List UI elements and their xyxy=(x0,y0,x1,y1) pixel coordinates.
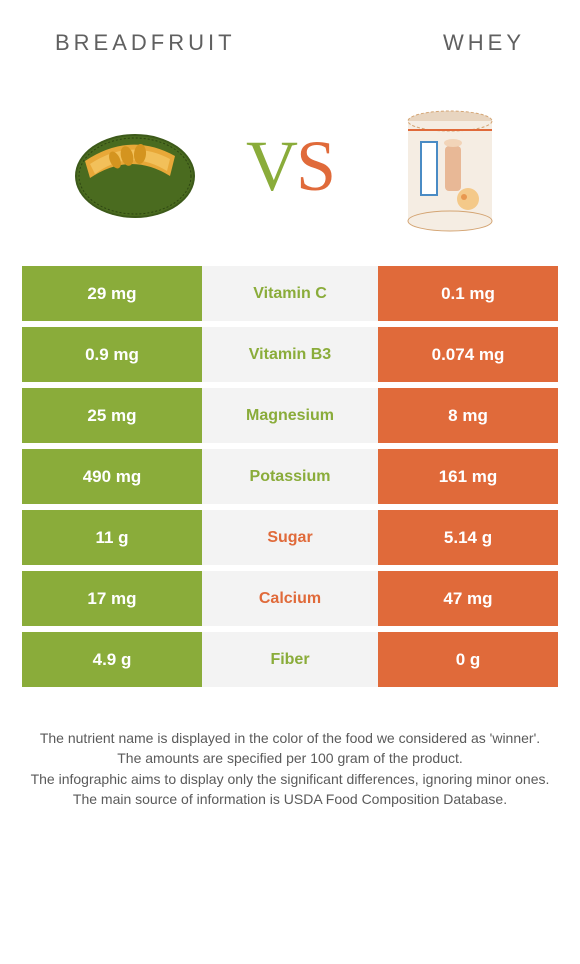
nutrient-row: 0.9 mgVitamin B30.074 mg xyxy=(22,327,558,382)
left-value: 29 mg xyxy=(22,266,202,321)
left-value: 17 mg xyxy=(22,571,202,626)
nutrient-label: Sugar xyxy=(202,510,378,565)
nutrient-label: Vitamin C xyxy=(202,266,378,321)
vs-v: V xyxy=(246,126,296,206)
left-value: 0.9 mg xyxy=(22,327,202,382)
right-value: 0.1 mg xyxy=(378,266,558,321)
right-value: 8 mg xyxy=(378,388,558,443)
footer-line-3: The infographic aims to display only the… xyxy=(30,769,550,789)
right-value: 161 mg xyxy=(378,449,558,504)
nutrient-label: Fiber xyxy=(202,632,378,687)
footer-line-4: The main source of information is USDA F… xyxy=(30,789,550,809)
nutrient-label: Magnesium xyxy=(202,388,378,443)
breadfruit-image xyxy=(55,96,205,236)
nutrient-row: 490 mgPotassium161 mg xyxy=(22,449,558,504)
vs-label: VS xyxy=(246,125,334,208)
right-value: 0 g xyxy=(378,632,558,687)
left-value: 4.9 g xyxy=(22,632,202,687)
comparison-table: 29 mgVitamin C0.1 mg 0.9 mgVitamin B30.07… xyxy=(0,266,580,687)
left-value: 490 mg xyxy=(22,449,202,504)
nutrient-row: 11 gSugar5.14 g xyxy=(22,510,558,565)
whey-image xyxy=(375,96,525,236)
right-value: 0.074 mg xyxy=(378,327,558,382)
footer-line-2: The amounts are specified per 100 gram o… xyxy=(30,748,550,768)
footer-line-1: The nutrient name is displayed in the co… xyxy=(30,728,550,748)
left-value: 11 g xyxy=(22,510,202,565)
nutrient-label: Calcium xyxy=(202,571,378,626)
nutrient-row: 4.9 gFiber0 g xyxy=(22,632,558,687)
right-value: 5.14 g xyxy=(378,510,558,565)
nutrient-label: Potassium xyxy=(202,449,378,504)
left-value: 25 mg xyxy=(22,388,202,443)
nutrient-label: Vitamin B3 xyxy=(202,327,378,382)
nutrient-row: 29 mgVitamin C0.1 mg xyxy=(22,266,558,321)
vs-s: S xyxy=(296,126,334,206)
right-food-title: WHEY xyxy=(443,30,525,56)
footer-notes: The nutrient name is displayed in the co… xyxy=(0,693,580,809)
right-value: 47 mg xyxy=(378,571,558,626)
nutrient-row: 17 mgCalcium47 mg xyxy=(22,571,558,626)
nutrient-row: 25 mgMagnesium8 mg xyxy=(22,388,558,443)
left-food-title: BREADFRUIT xyxy=(55,30,236,56)
